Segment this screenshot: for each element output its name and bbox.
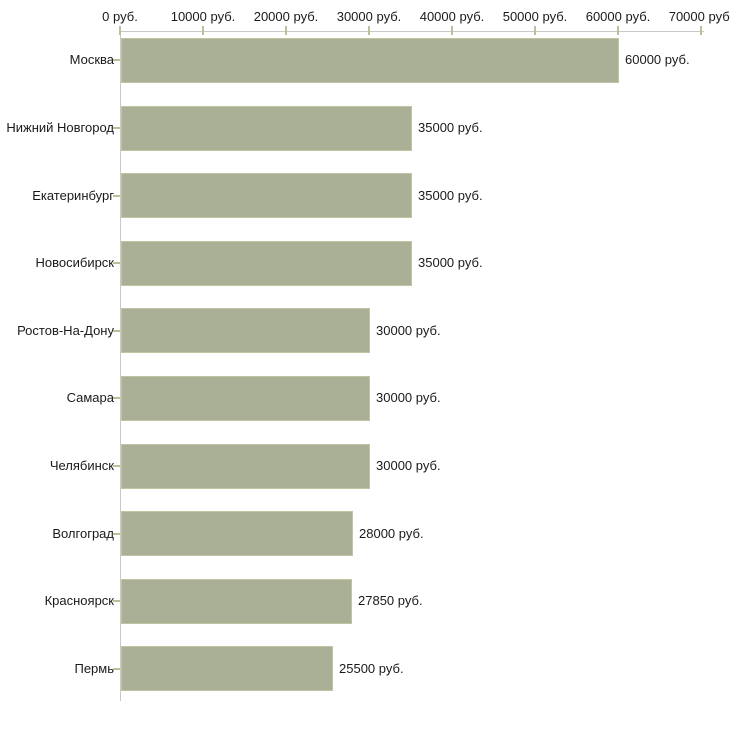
x-tick-label: 50000 руб. — [502, 9, 568, 24]
bar — [121, 37, 619, 83]
category-tick-mark — [113, 600, 120, 603]
category-label: Самара — [66, 390, 114, 406]
x-tick-label: 60000 руб. — [585, 9, 651, 24]
bar-value-label: 30000 руб. — [376, 458, 441, 473]
category-tick-mark — [113, 465, 120, 467]
bar — [121, 173, 412, 219]
category-label: Екатеринбург — [32, 187, 114, 203]
x-tick-label: 30000 руб. — [336, 9, 402, 24]
bar-value-label: 35000 руб. — [418, 187, 483, 203]
x-tick-label: 20000 руб. — [253, 9, 319, 24]
category-tick-mark — [113, 329, 120, 332]
x-tick-mark — [700, 26, 702, 35]
category-tick-mark — [113, 667, 120, 670]
x-axis-line — [120, 31, 704, 32]
category-tick-mark — [113, 59, 120, 62]
category-label: Волгоград — [52, 525, 114, 541]
bar-value-label: 28000 руб. — [359, 525, 424, 541]
x-tick-mark — [285, 26, 287, 35]
x-tick-mark — [617, 26, 619, 35]
bar — [121, 511, 353, 557]
x-tick-label: 0 руб. — [102, 9, 138, 24]
category-tick-mark — [113, 127, 120, 129]
x-tick-mark — [368, 26, 370, 35]
bar-value-label: 35000 руб. — [418, 255, 483, 271]
x-tick-mark — [451, 26, 453, 35]
bar — [121, 578, 352, 624]
category-label: Москва — [69, 52, 114, 68]
category-label: Новосибирск — [35, 255, 115, 271]
category-label: Пермь — [74, 660, 114, 676]
x-tick-label: 10000 руб. — [170, 9, 236, 24]
x-tick-mark — [119, 26, 121, 35]
category-label: Ростов-На-Дону — [17, 322, 114, 338]
bar-value-label: 30000 руб. — [376, 390, 441, 406]
y-axis-line — [120, 31, 121, 701]
bar-value-label: 25500 руб. — [339, 660, 404, 676]
x-tick-mark — [534, 26, 536, 35]
category-label: Челябинск — [49, 458, 114, 473]
x-tick-mark — [202, 26, 204, 35]
x-tick-label: 40000 руб. — [419, 9, 485, 24]
category-tick-mark — [113, 262, 120, 265]
x-tick-label: 70000 руб. — [668, 9, 730, 24]
bar — [121, 240, 412, 286]
bar — [121, 646, 333, 692]
bar-value-label: 60000 руб. — [625, 52, 690, 68]
bar-value-label: 30000 руб. — [376, 322, 441, 338]
bar-value-label: 35000 руб. — [418, 120, 483, 135]
bar-value-label: 27850 руб. — [358, 593, 423, 609]
bar — [121, 308, 370, 354]
category-tick-mark — [113, 532, 120, 535]
category-label: Нижний Новгород — [6, 120, 114, 135]
category-label: Красноярск — [44, 593, 114, 609]
bar — [121, 375, 370, 421]
category-tick-mark — [113, 397, 120, 400]
category-tick-mark — [113, 194, 120, 197]
bar — [121, 443, 370, 489]
bar — [121, 105, 412, 151]
